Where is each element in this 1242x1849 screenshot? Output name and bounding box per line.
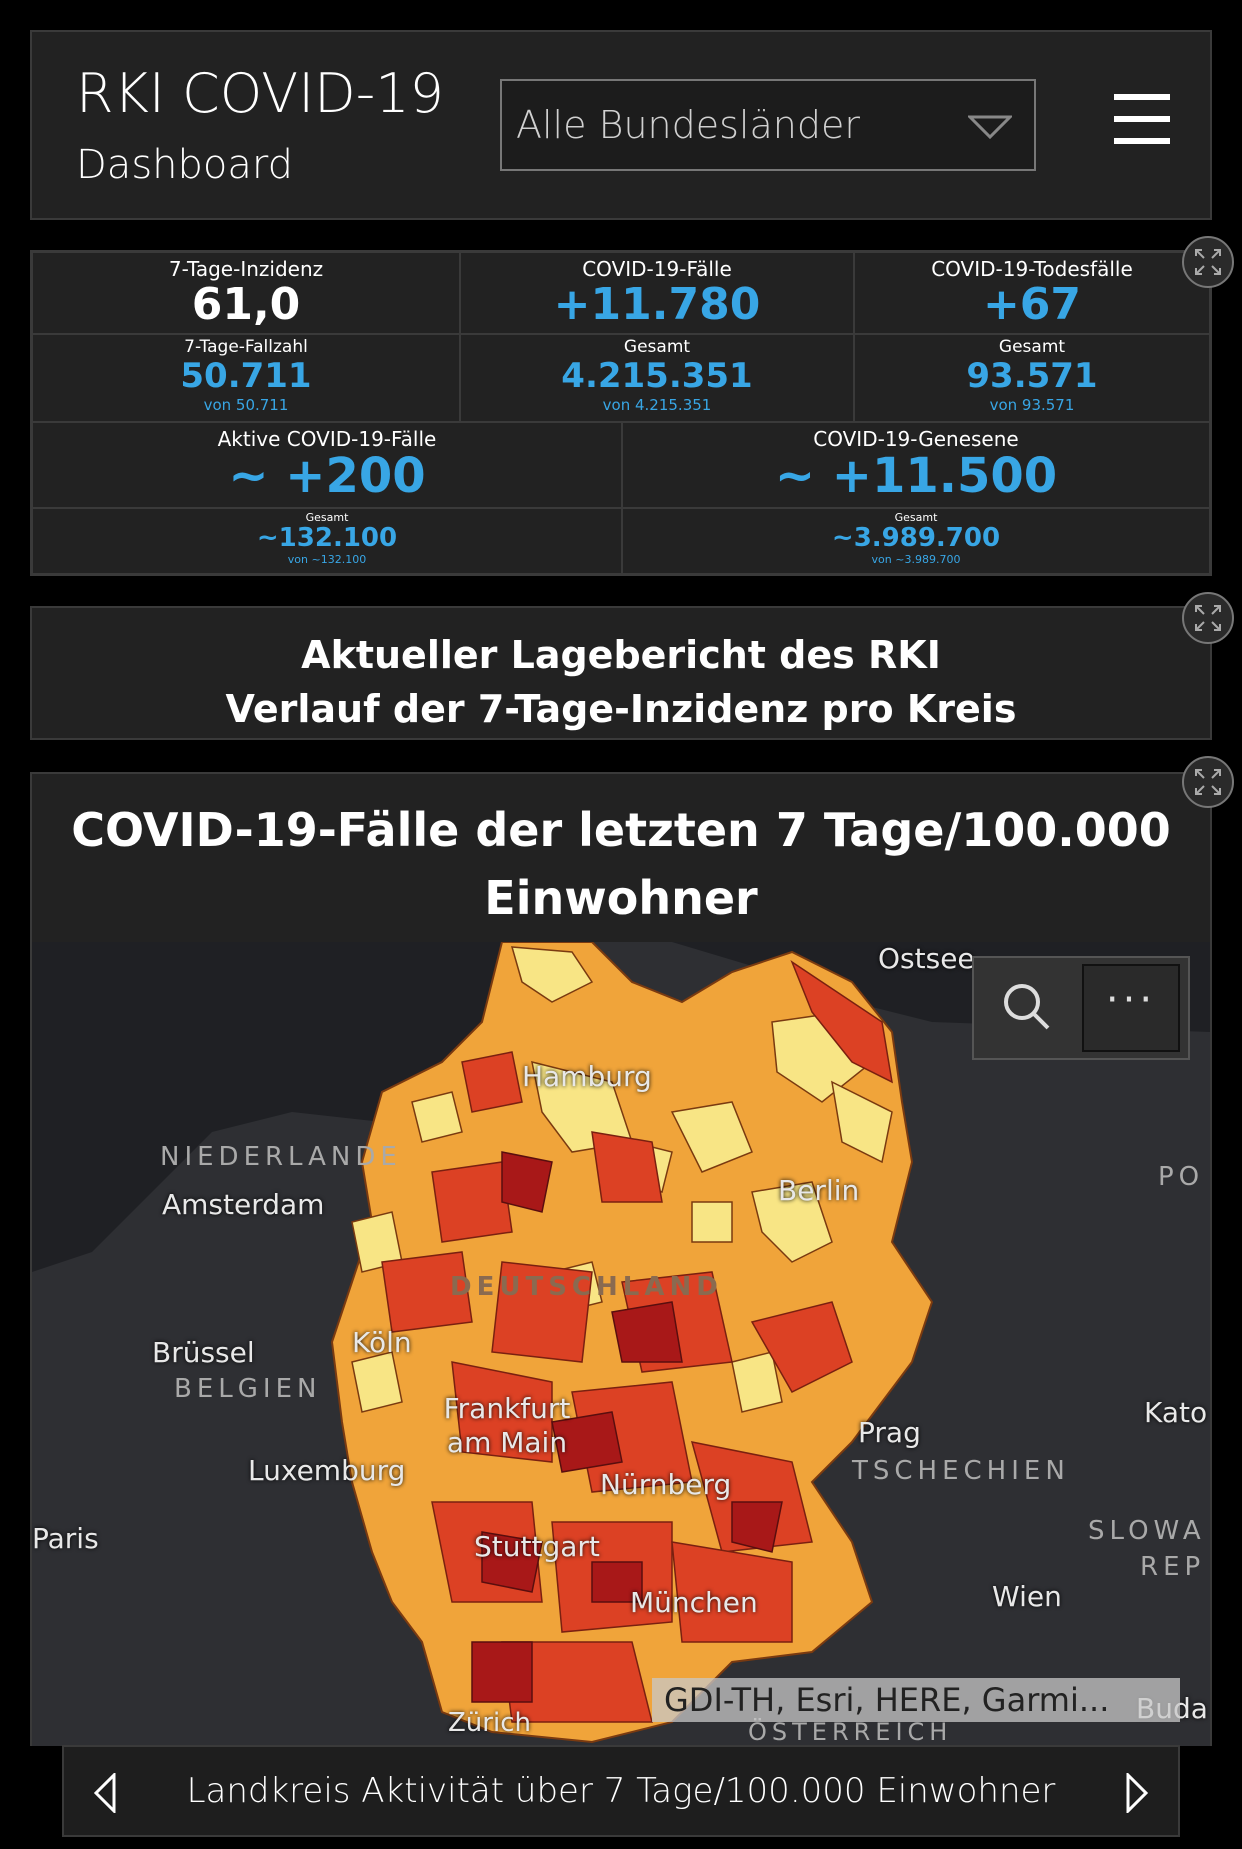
expand-report-icon[interactable] bbox=[1182, 592, 1234, 644]
deaths-label: COVID-19-Todesfälle bbox=[931, 257, 1133, 281]
map-label-amsterdam: Amsterdam bbox=[162, 1188, 325, 1221]
app-title: RKI COVID-19 bbox=[76, 62, 444, 125]
deaths-total-sub: von 93.571 bbox=[989, 396, 1075, 415]
map-label-niederlande: NIEDERLANDE bbox=[160, 1142, 402, 1172]
map-label-rep: REP bbox=[1140, 1552, 1206, 1582]
deaths-total-value: 93.571 bbox=[966, 356, 1098, 396]
region-select[interactable]: Alle Bundesländer bbox=[500, 79, 1036, 171]
incidence-value: 61,0 bbox=[191, 279, 301, 330]
app-subtitle: Dashboard bbox=[76, 142, 294, 188]
active-total-label: Gesamt bbox=[305, 511, 349, 524]
report-panel[interactable]: Aktueller Lagebericht des RKI Verlauf de… bbox=[30, 606, 1212, 740]
map-label-po: PO bbox=[1158, 1162, 1205, 1192]
map-layer-switcher: Landkreis Aktivität über 7 Tage/100.000 … bbox=[62, 1745, 1180, 1837]
map-label-stuttgart: Stuttgart bbox=[474, 1530, 600, 1563]
expand-stats-icon[interactable] bbox=[1182, 236, 1234, 288]
map-label-berlin: Berlin bbox=[778, 1174, 860, 1207]
active-total-value: ~132.100 bbox=[256, 523, 398, 553]
cases-value: +11.780 bbox=[553, 279, 761, 330]
map-label-muenchen: München bbox=[630, 1586, 758, 1619]
chevron-left-icon[interactable] bbox=[92, 1773, 118, 1813]
more-icon: ··· bbox=[1105, 977, 1157, 1023]
region-select-value: Alle Bundesländer bbox=[516, 103, 860, 147]
incidence-map[interactable]: Ostsee Hamburg NIEDERLANDE Amsterdam Ber… bbox=[32, 942, 1210, 1746]
cases-total-label: Gesamt bbox=[623, 337, 691, 357]
active-total-cell: Gesamt ~132.100 von ~132.100 bbox=[32, 508, 622, 574]
active-cell: Aktive COVID-19-Fälle ~ +200 bbox=[32, 422, 622, 508]
recovered-label: COVID-19-Genesene bbox=[813, 427, 1019, 451]
report-line-1: Aktueller Lagebericht des RKI bbox=[301, 633, 941, 677]
active-total-sub: von ~132.100 bbox=[287, 552, 367, 566]
recovered-value: ~ +11.500 bbox=[774, 448, 1058, 504]
expand-map-icon[interactable] bbox=[1182, 756, 1234, 808]
map-attribution: GDI-TH, Esri, HERE, Garmi... bbox=[652, 1678, 1180, 1722]
dashboard-header: RKI COVID-19 Dashboard Alle Bundesländer bbox=[30, 30, 1212, 220]
cases-total-cell: Gesamt 4.215.351 von 4.215.351 bbox=[460, 334, 854, 422]
map-label-hamburg: Hamburg bbox=[522, 1060, 652, 1093]
map-layer-label: Landkreis Aktivität über 7 Tage/100.000 … bbox=[186, 1771, 1056, 1811]
deaths-value: +67 bbox=[982, 279, 1082, 330]
deaths-total-label: Gesamt bbox=[998, 337, 1066, 357]
case-count-7d-label: 7-Tage-Fallzahl bbox=[184, 337, 308, 357]
recovered-total-sub: von ~3.989.700 bbox=[871, 552, 961, 566]
case-count-7d-value: 50.711 bbox=[180, 356, 312, 396]
map-label-belgien: BELGIEN bbox=[174, 1374, 322, 1404]
case-count-7d-sub: von 50.711 bbox=[203, 396, 289, 415]
map-label-paris: Paris bbox=[32, 1522, 99, 1555]
cases-cell: COVID-19-Fälle +11.780 bbox=[460, 252, 854, 334]
map-label-koeln: Köln bbox=[352, 1326, 412, 1359]
map-title: COVID-19-Fälle der letzten 7 Tage/100.00… bbox=[71, 803, 1171, 925]
recovered-cell: COVID-19-Genesene ~ +11.500 bbox=[622, 422, 1210, 508]
map-label-deutschland: DEUTSCHLAND bbox=[450, 1272, 723, 1302]
map-label-ostsee: Ostsee bbox=[878, 942, 975, 975]
map-label-luxemburg: Luxemburg bbox=[248, 1454, 406, 1487]
cases-total-sub: von 4.215.351 bbox=[602, 396, 712, 415]
map-label-bruessel: Brüssel bbox=[152, 1336, 255, 1369]
map-panel: COVID-19-Fälle der letzten 7 Tage/100.00… bbox=[30, 772, 1212, 1746]
cases-label: COVID-19-Fälle bbox=[582, 257, 732, 281]
map-tools: ··· bbox=[972, 956, 1190, 1060]
recovered-total-label: Gesamt bbox=[894, 511, 938, 524]
stats-panel: 7-Tage-Inzidenz 61,0 COVID-19-Fälle +11.… bbox=[30, 250, 1212, 576]
map-more-button[interactable]: ··· bbox=[1082, 964, 1180, 1052]
recovered-total-value: ~3.989.700 bbox=[831, 523, 1001, 553]
map-label-tschechien: TSCHECHIEN bbox=[852, 1456, 1070, 1486]
active-label: Aktive COVID-19-Fälle bbox=[217, 427, 437, 451]
report-line-2: Verlauf der 7-Tage-Inzidenz pro Kreis bbox=[225, 687, 1017, 731]
case-count-7d-cell: 7-Tage-Fallzahl 50.711 von 50.711 bbox=[32, 334, 460, 422]
map-label-slowa: SLOWA bbox=[1088, 1516, 1206, 1546]
map-label-wien: Wien bbox=[992, 1580, 1062, 1613]
map-search-button[interactable] bbox=[974, 958, 1080, 1058]
incidence-label: 7-Tage-Inzidenz bbox=[168, 257, 324, 281]
chevron-down-icon bbox=[968, 115, 1012, 139]
map-label-kato: Kato bbox=[1144, 1396, 1208, 1429]
map-label-nuernberg: Nürnberg bbox=[600, 1468, 732, 1501]
hamburger-menu-icon[interactable] bbox=[1114, 94, 1170, 144]
map-label-prag: Prag bbox=[858, 1416, 921, 1449]
active-value: ~ +200 bbox=[228, 448, 426, 504]
chevron-right-icon[interactable] bbox=[1124, 1773, 1150, 1813]
map-label-zuerich: Zürich bbox=[448, 1708, 531, 1738]
search-icon bbox=[1004, 984, 1050, 1030]
map-label-oesterreich: ÖSTERREICH bbox=[748, 1718, 953, 1746]
deaths-total-cell: Gesamt 93.571 von 93.571 bbox=[854, 334, 1210, 422]
recovered-total-cell: Gesamt ~3.989.700 von ~3.989.700 bbox=[622, 508, 1210, 574]
map-label-frankfurt: Frankfurt am Main bbox=[443, 1392, 571, 1459]
incidence-cell: 7-Tage-Inzidenz 61,0 bbox=[32, 252, 460, 334]
deaths-cell: COVID-19-Todesfälle +67 bbox=[854, 252, 1210, 334]
cases-total-value: 4.215.351 bbox=[561, 356, 753, 396]
